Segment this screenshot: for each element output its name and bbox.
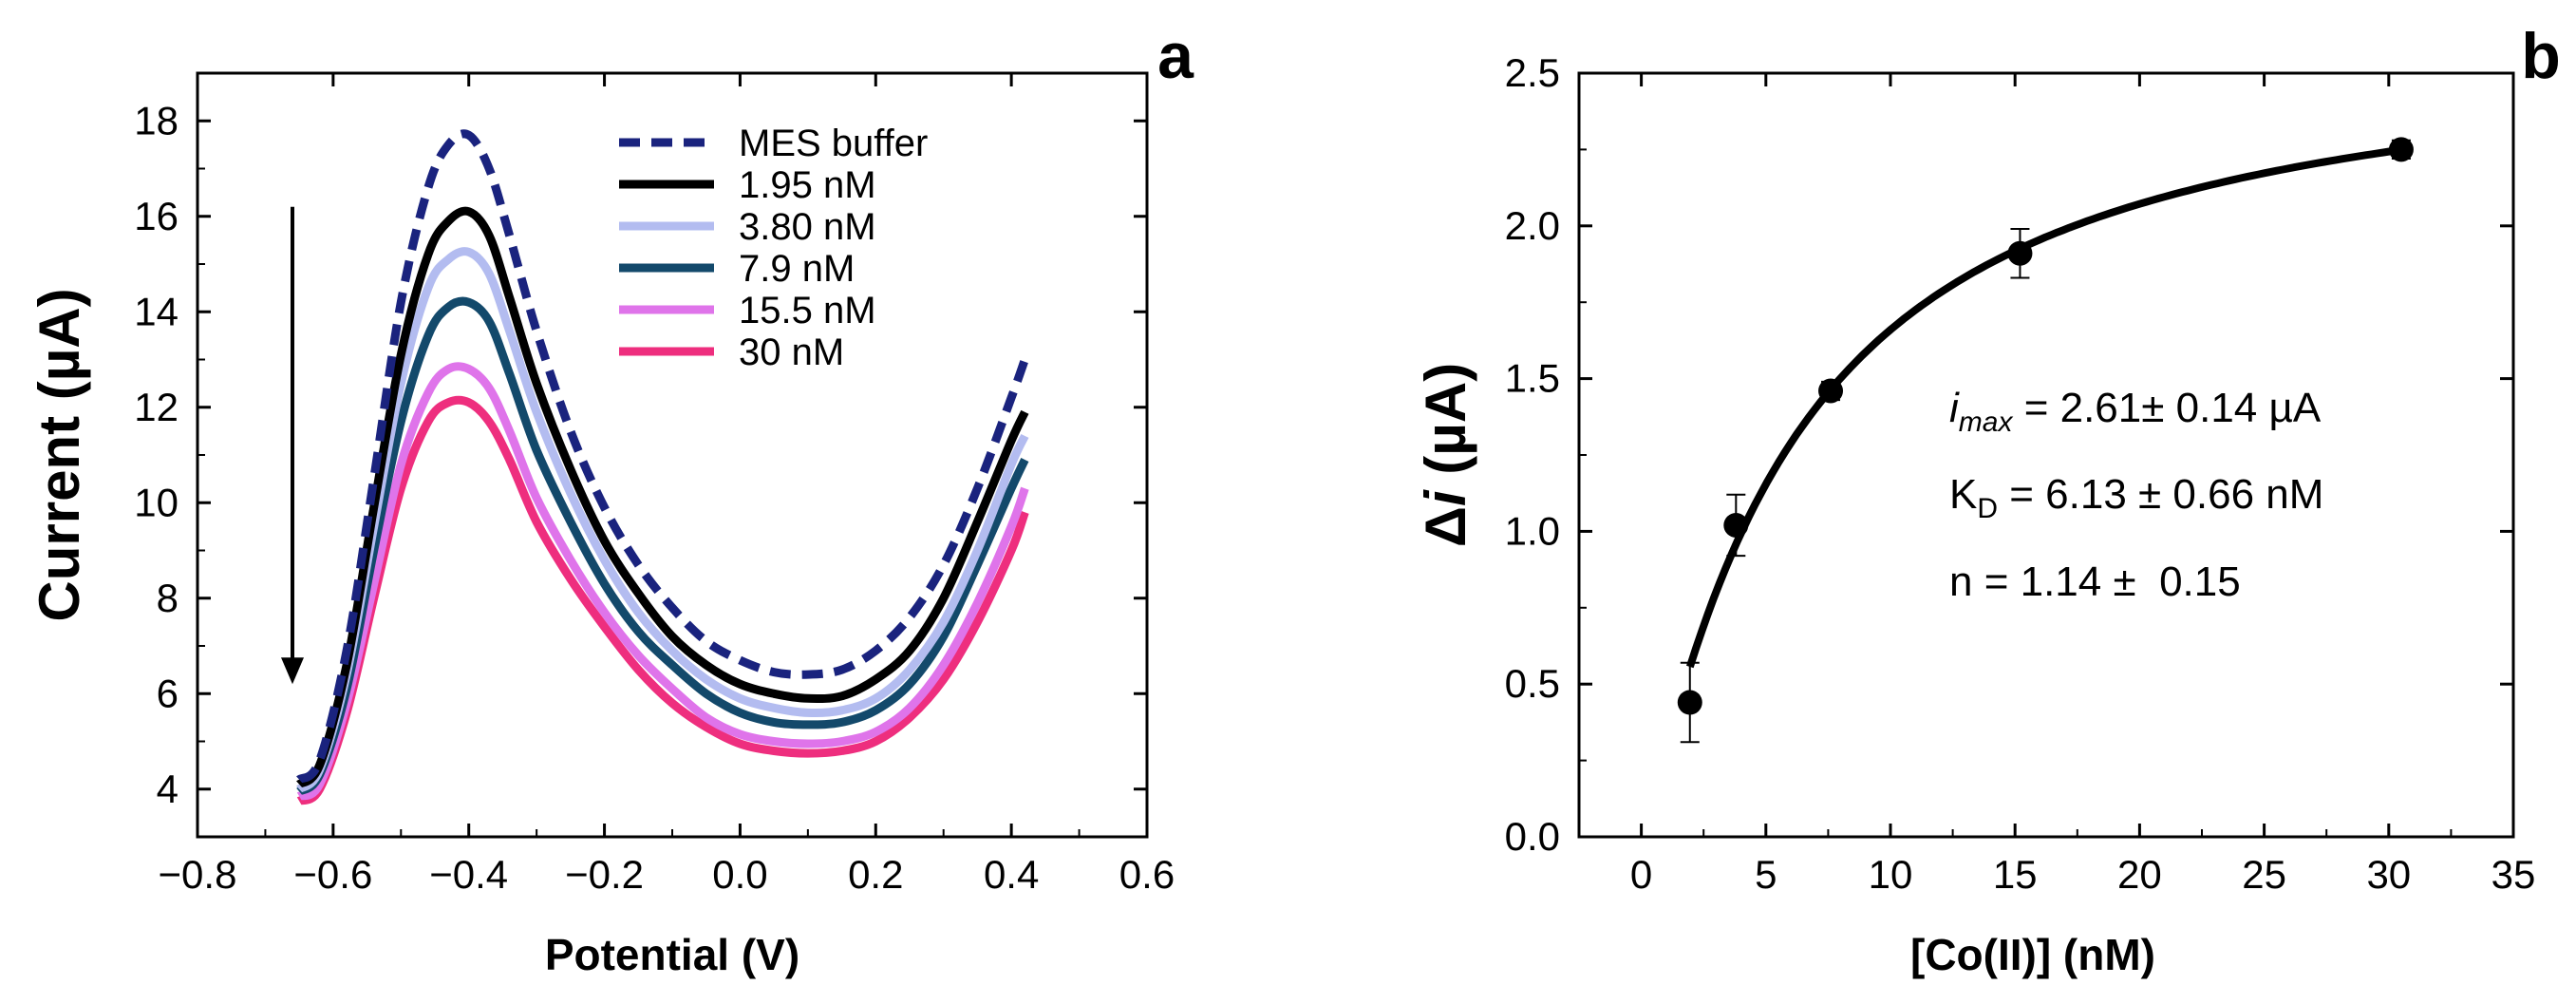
legend-label: MES buffer xyxy=(739,123,928,164)
y-tick-label-b: 1.0 xyxy=(1505,508,1560,553)
data-point xyxy=(2007,240,2033,266)
y-axis-title-b-var: i xyxy=(1414,489,1477,506)
series-line-7-9-nm xyxy=(296,296,1029,796)
y-tick-label-a: 18 xyxy=(134,98,179,142)
arrow-head xyxy=(281,657,304,685)
annotation-kd: KD = 6.13 ± 0.66 nM xyxy=(1949,471,2323,524)
annotation-n: n = 1.14 ± 0.15 xyxy=(1949,559,2241,605)
x-tick-label-b: 30 xyxy=(2366,852,2411,897)
y-tick-label-b: 0.0 xyxy=(1505,814,1560,859)
legend-label: 1.95 nM xyxy=(739,164,876,206)
arrow-indicator xyxy=(281,206,304,685)
legend-label: 30 nM xyxy=(739,332,844,373)
annotation-kd-subscript: D xyxy=(1977,493,1998,524)
panel-letter-a: a xyxy=(1157,20,1194,92)
y-axis-title-a: Current (µA) xyxy=(28,288,91,621)
y-tick-label-a: 4 xyxy=(157,767,179,811)
y-tick-label-a: 8 xyxy=(157,576,179,620)
panel-b: 0 5 10 15 20 25 30 35 0.0 0.5 1.0 1.5 2.0 2.5 [Co(II)… xyxy=(1414,20,2561,979)
x-tick-label-b: 5 xyxy=(1755,852,1777,897)
x-axis-title-b: [Co(II)] (nM) xyxy=(1910,930,2155,979)
y-tick-label-a: 16 xyxy=(134,194,179,238)
x-tick-label-a: −0.2 xyxy=(565,852,644,897)
series-line-mes-buffer xyxy=(296,129,1029,784)
data-point xyxy=(1818,378,1844,404)
data-point xyxy=(1723,512,1749,538)
y-tick-label-a: 14 xyxy=(134,289,179,333)
annotation-kd-value: = 6.13 ± 0.66 nM xyxy=(1998,471,2323,518)
legend-label: 3.80 nM xyxy=(739,206,876,248)
legend-label: 7.9 nM xyxy=(739,248,855,290)
y-axis-title-b: Δi (µA) xyxy=(1414,363,1477,547)
panel-a: −0.8 −0.6 −0.4 −0.2 0.0 0.2 0.4 0.6 4 6 8 10 12 14 16 1… xyxy=(28,20,1194,979)
y-tick-label-a: 10 xyxy=(134,480,179,524)
points-layer-b xyxy=(1677,137,2414,744)
data-point xyxy=(2388,137,2414,162)
x-axis-title-a: Potential (V) xyxy=(545,930,799,979)
annotation-imax: imax = 2.61± 0.14 µA xyxy=(1949,385,2322,438)
data-point xyxy=(1677,690,1702,715)
fit-curve xyxy=(1685,145,2402,669)
annotation-kd-symbol: K xyxy=(1949,471,1977,518)
series-line-30-nm xyxy=(296,395,1029,805)
x-tick-label-b: 10 xyxy=(1869,852,1913,897)
x-tick-label-b: 35 xyxy=(2491,852,2536,897)
plot-frame-b xyxy=(1577,71,2515,839)
x-tick-label-b: 25 xyxy=(2242,852,2286,897)
y-tick-label-b: 0.5 xyxy=(1505,661,1560,706)
legend-label: 15.5 nM xyxy=(739,290,876,332)
x-tick-label-a: 0.6 xyxy=(1119,852,1175,897)
x-tick-label-b: 20 xyxy=(2117,852,2162,897)
x-tick-label-a: 0.0 xyxy=(712,852,767,897)
fit-layer-b xyxy=(1685,145,2402,669)
annotation-imax-value: = 2.61± 0.14 µA xyxy=(2012,385,2321,431)
annotation-imax-subscript: max xyxy=(1959,407,2014,438)
y-tick-label-b: 2.0 xyxy=(1505,203,1560,248)
y-axis-title-b-unit: (µA) xyxy=(1414,363,1477,491)
panel-letter-b: b xyxy=(2521,20,2561,92)
y-tick-label-b: 2.5 xyxy=(1505,50,1560,95)
series-line-15-5-nm xyxy=(296,362,1029,801)
y-tick-label-a: 12 xyxy=(134,385,179,429)
ticks-a: −0.8 −0.6 −0.4 −0.2 0.0 0.2 0.4 0.6 4 6 8 10 12 14 16 1… xyxy=(134,73,1175,897)
x-tick-label-a: 0.4 xyxy=(984,852,1039,897)
y-tick-label-b: 1.5 xyxy=(1505,356,1560,401)
x-tick-label-a: −0.8 xyxy=(159,852,237,897)
series-layer-a xyxy=(296,129,1029,805)
ticks-b: 0 5 10 15 20 25 30 35 0.0 0.5 1.0 1.5 2.0 2.5 xyxy=(1505,50,2536,897)
x-tick-label-a: −0.6 xyxy=(293,852,372,897)
annotation-imax-symbol: i xyxy=(1949,385,1960,431)
x-tick-label-b: 0 xyxy=(1630,852,1652,897)
x-tick-label-b: 15 xyxy=(1993,852,2038,897)
x-tick-label-a: −0.4 xyxy=(429,852,508,897)
series-line-1-95-nm xyxy=(296,206,1029,788)
y-axis-title-b-delta: Δ xyxy=(1414,506,1477,547)
x-tick-label-a: 0.2 xyxy=(848,852,903,897)
y-tick-label-a: 6 xyxy=(157,671,179,715)
